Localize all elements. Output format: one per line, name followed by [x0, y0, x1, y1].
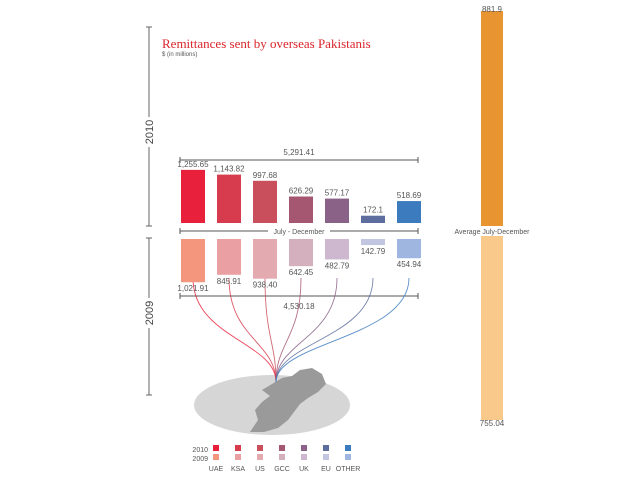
chart-title: Remittances sent by overseas Pakistanis [162, 36, 371, 51]
legend-swatch-2009-other [345, 454, 351, 460]
average-bar-2010 [481, 11, 503, 226]
legend-swatch-2010-eu [323, 445, 329, 451]
value-label-2010-ksa: 1,143.82 [213, 165, 245, 174]
legend-label-gcc: GCC [274, 466, 290, 473]
flow-line-uae [192, 277, 277, 383]
period-label: July - December [274, 229, 326, 236]
legend-year-2010: 2010 [192, 447, 208, 454]
total-label-2010: 5,291.41 [283, 148, 315, 157]
legend-label-eu: EU [321, 466, 331, 473]
bar-2009-us [253, 239, 277, 279]
value-label-2009-ksa: 845.91 [217, 277, 242, 286]
value-label-2009-us: 938.40 [253, 281, 278, 290]
legend-swatch-2009-uae [213, 454, 219, 460]
legend: UAE KSA US GCC UK EU OTHER [209, 445, 360, 473]
legend-label-ksa: KSA [231, 466, 245, 473]
flow-line-eu [275, 277, 374, 383]
total-bracket-2010 [179, 157, 419, 163]
bars-2009: 1,021.91 845.91 938.40 642.45 482.79 142.79 45… [177, 239, 422, 293]
bar-2009-gcc [289, 239, 313, 267]
value-label-2010-gcc: 626.29 [289, 187, 314, 196]
value-label-2010-eu: 172.1 [363, 206, 384, 215]
bar-2010-gcc [289, 196, 313, 223]
flow-line-ksa [228, 277, 277, 383]
value-label-2010-uk: 577.17 [325, 189, 350, 198]
total-label-2009: 4,530.18 [283, 302, 315, 311]
bar-2010-uk [325, 198, 349, 223]
legend-swatch-2009-ksa [235, 454, 241, 460]
value-label-2010-uae: 1,255.65 [177, 160, 209, 169]
flow-line-uk [275, 277, 338, 383]
bar-2010-us [253, 180, 277, 223]
legend-swatch-2009-uk [301, 454, 307, 460]
average-2010-label: 881.9 [482, 5, 503, 14]
flow-line-other [275, 277, 410, 383]
bar-2010-uae [181, 169, 205, 223]
bar-2009-ksa [217, 239, 241, 275]
bar-2009-uk [325, 239, 349, 260]
value-label-2009-gcc: 642.45 [289, 268, 314, 277]
bar-2010-other [397, 201, 421, 223]
pakistan-silhouette [250, 368, 326, 432]
average-label: Average July-December [455, 229, 531, 236]
value-label-2010-other: 518.69 [397, 191, 422, 200]
average-column [481, 11, 503, 421]
average-2009-label: 755.04 [480, 419, 505, 428]
value-label-2009-uae: 1,021.91 [177, 284, 209, 293]
total-bracket-2009 [179, 293, 419, 299]
legend-label-us: US [255, 466, 265, 473]
legend-swatch-2009-gcc [279, 454, 285, 460]
legend-swatch-2010-uae [213, 445, 219, 451]
value-label-2009-other: 454.94 [397, 260, 422, 269]
pakistan-map [194, 368, 350, 435]
average-bar-2009 [481, 236, 503, 421]
legend-swatch-2010-uk [301, 445, 307, 451]
bar-2010-eu [361, 215, 385, 223]
legend-swatch-2010-gcc [279, 445, 285, 451]
bars-2010: 1,255.65 1,143.82 997.68 626.29 577.17 172.1 5… [177, 160, 422, 223]
chart-subtitle: $ (in millions) [162, 52, 197, 58]
flow-line-us [264, 277, 277, 383]
year-label-2010: 2010 [144, 120, 156, 144]
bar-2009-other [397, 239, 421, 259]
legend-swatch-2010-other [345, 445, 351, 451]
legend-swatch-2010-ksa [235, 445, 241, 451]
legend-label-other: OTHER [336, 466, 361, 473]
value-label-2009-eu: 142.79 [361, 247, 386, 256]
value-label-2009-uk: 482.79 [325, 261, 350, 270]
legend-swatch-2009-us [257, 454, 263, 460]
period-divider [179, 228, 419, 234]
legend-swatch-2010-us [257, 445, 263, 451]
bar-2009-uae [181, 239, 205, 283]
year-axis [146, 26, 152, 396]
legend-swatch-2009-eu [323, 454, 329, 460]
legend-year-2009: 2009 [192, 456, 208, 463]
flow-line-gcc [275, 277, 302, 383]
bar-2010-ksa [217, 174, 241, 223]
flow-lines [192, 277, 410, 383]
legend-label-uk: UK [299, 466, 309, 473]
year-label-2009: 2009 [144, 301, 156, 325]
bar-2009-eu [361, 239, 385, 246]
legend-label-uae: UAE [209, 466, 224, 473]
value-label-2010-us: 997.68 [253, 171, 278, 180]
